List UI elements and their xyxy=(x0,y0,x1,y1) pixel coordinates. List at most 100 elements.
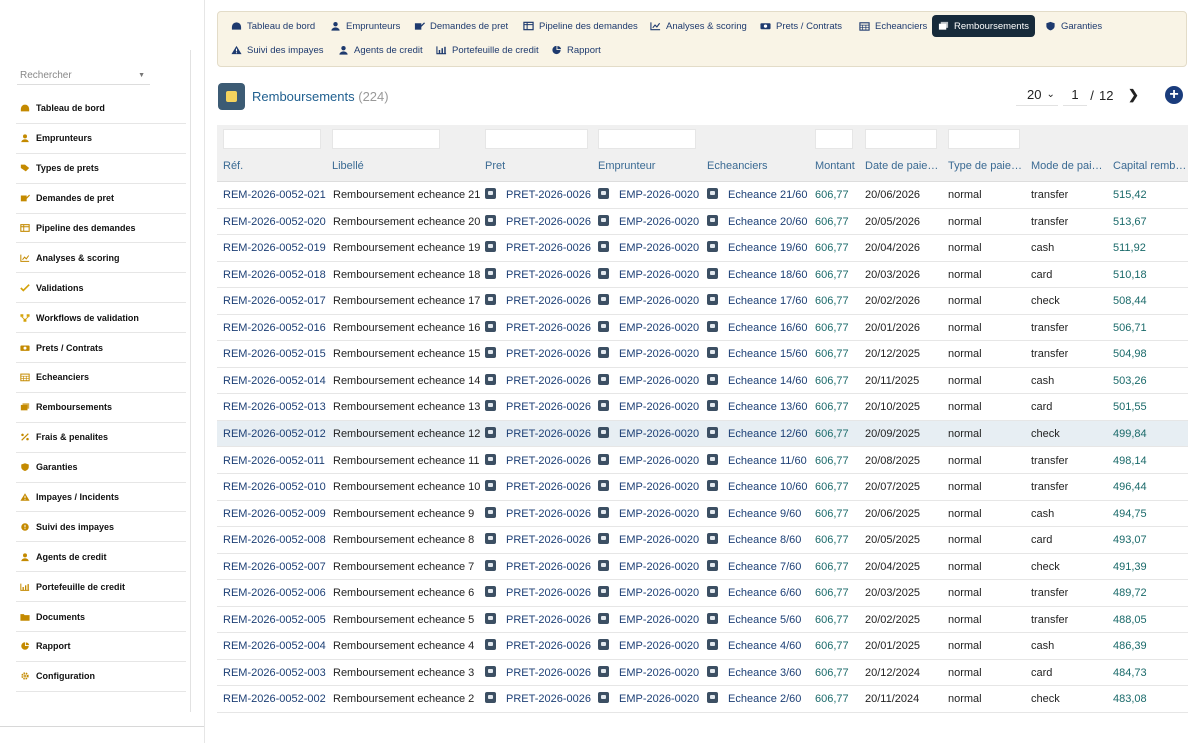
sidebar-item-prets-contrats[interactable]: Prets / Contrats xyxy=(16,333,186,364)
record-link-icon[interactable] xyxy=(707,480,718,492)
record-link-icon[interactable] xyxy=(707,373,718,385)
cell-pret[interactable]: PRET-2026-0026 xyxy=(485,527,591,553)
cell-ref[interactable]: REM-2026-0052-019 xyxy=(223,235,326,261)
cell-echeance[interactable]: Echeance 6/60 xyxy=(707,580,801,606)
cell-pret-text[interactable]: PRET-2026-0026 xyxy=(506,693,591,706)
cell-emprunteur[interactable]: EMP-2026-0020 xyxy=(598,580,699,606)
record-link-icon[interactable] xyxy=(485,320,496,332)
cell-pret-text[interactable]: PRET-2026-0026 xyxy=(506,242,591,255)
record-link-icon[interactable] xyxy=(707,533,718,545)
cell-echeance[interactable]: Echeance 21/60 xyxy=(707,182,808,208)
cell-emprunteur[interactable]: EMP-2026-0020 xyxy=(598,660,699,686)
filter-input-date[interactable] xyxy=(865,129,937,149)
cell-emprunteur-text[interactable]: EMP-2026-0020 xyxy=(619,268,700,281)
cell-ref-text[interactable]: REM-2026-0052-010 xyxy=(223,481,326,494)
filter-input-pret[interactable] xyxy=(485,129,588,149)
record-link-icon[interactable] xyxy=(598,559,609,571)
record-link-icon[interactable] xyxy=(485,480,496,492)
search-select[interactable]: Rechercher ▼ xyxy=(17,66,150,85)
cell-echeance-text[interactable]: Echeance 13/60 xyxy=(728,401,808,414)
record-link-icon[interactable] xyxy=(485,665,496,677)
cell-ref-text[interactable]: REM-2026-0052-015 xyxy=(223,348,326,361)
record-link-icon[interactable] xyxy=(485,241,496,253)
cell-echeance-text[interactable]: Echeance 18/60 xyxy=(728,268,808,281)
table-row[interactable]: REM-2026-0052-003 Remboursement echeance … xyxy=(217,660,1188,687)
cell-echeance-text[interactable]: Echeance 14/60 xyxy=(728,374,808,387)
record-link-icon[interactable] xyxy=(598,692,609,704)
record-link-icon[interactable] xyxy=(598,294,609,306)
cell-echeance-text[interactable]: Echeance 5/60 xyxy=(728,613,802,626)
cell-ref[interactable]: REM-2026-0052-010 xyxy=(223,474,326,500)
cell-ref[interactable]: REM-2026-0052-017 xyxy=(223,288,326,314)
record-link-icon[interactable] xyxy=(485,506,496,518)
cell-ref-text[interactable]: REM-2026-0052-014 xyxy=(223,374,326,387)
table-row[interactable]: REM-2026-0052-018 Remboursement echeance … xyxy=(217,262,1188,289)
table-row[interactable]: REM-2026-0052-002 Remboursement echeance … xyxy=(217,686,1188,713)
cell-pret-text[interactable]: PRET-2026-0026 xyxy=(506,560,591,573)
cell-pret-text[interactable]: PRET-2026-0026 xyxy=(506,348,591,361)
cell-echeance[interactable]: Echeance 4/60 xyxy=(707,633,801,659)
sidebar-item-rapport[interactable]: Rapport xyxy=(16,632,186,662)
cell-emprunteur-text[interactable]: EMP-2026-0020 xyxy=(619,507,700,520)
cell-echeance-text[interactable]: Echeance 15/60 xyxy=(728,348,808,361)
cell-pret[interactable]: PRET-2026-0026 xyxy=(485,394,591,420)
sidebar-item-emprunteurs[interactable]: Emprunteurs xyxy=(16,124,186,154)
sidebar-item-documents[interactable]: Documents xyxy=(16,602,186,633)
record-link-icon[interactable] xyxy=(485,400,496,412)
record-link-icon[interactable] xyxy=(707,453,718,465)
cell-ref-text[interactable]: REM-2026-0052-002 xyxy=(223,693,326,706)
sidebar-item-workflows-de-validation[interactable]: Workflows de validation xyxy=(16,303,186,334)
cell-ref-text[interactable]: REM-2026-0052-016 xyxy=(223,321,326,334)
table-row[interactable]: REM-2026-0052-010 Remboursement echeance … xyxy=(217,474,1188,501)
cell-echeance-text[interactable]: Echeance 20/60 xyxy=(728,215,808,228)
record-link-icon[interactable] xyxy=(707,347,718,359)
cell-pret[interactable]: PRET-2026-0026 xyxy=(485,341,591,367)
cell-echeance-text[interactable]: Echeance 16/60 xyxy=(728,321,808,334)
cell-emprunteur[interactable]: EMP-2026-0020 xyxy=(598,235,699,261)
cell-emprunteur-text[interactable]: EMP-2026-0020 xyxy=(619,693,700,706)
cell-ref-text[interactable]: REM-2026-0052-009 xyxy=(223,507,326,520)
tab-suivi-des-impayes[interactable]: Suivi des impayes xyxy=(225,39,330,61)
cell-ref[interactable]: REM-2026-0052-016 xyxy=(223,315,326,341)
column-header-mode-paiement[interactable]: Mode de pai… xyxy=(1031,160,1103,172)
record-link-icon[interactable] xyxy=(485,559,496,571)
cell-echeance[interactable]: Echeance 9/60 xyxy=(707,501,801,527)
cell-pret-text[interactable]: PRET-2026-0026 xyxy=(506,427,591,440)
cell-ref-text[interactable]: REM-2026-0052-020 xyxy=(223,215,326,228)
cell-pret-text[interactable]: PRET-2026-0026 xyxy=(506,401,591,414)
tab-echeanciers[interactable]: Echeanciers xyxy=(853,15,933,37)
cell-ref-text[interactable]: REM-2026-0052-013 xyxy=(223,401,326,414)
cell-emprunteur[interactable]: EMP-2026-0020 xyxy=(598,633,699,659)
cell-ref-text[interactable]: REM-2026-0052-007 xyxy=(223,560,326,573)
record-link-icon[interactable] xyxy=(485,188,496,199)
cell-emprunteur[interactable]: EMP-2026-0020 xyxy=(598,368,699,394)
sidebar-item-pipeline-des-demandes[interactable]: Pipeline des demandes xyxy=(16,214,186,244)
record-link-icon[interactable] xyxy=(598,214,609,226)
sidebar-item-demandes-de-pret[interactable]: Demandes de pret xyxy=(16,184,186,214)
cell-emprunteur-text[interactable]: EMP-2026-0020 xyxy=(619,215,700,228)
record-link-icon[interactable] xyxy=(485,426,496,438)
cell-echeance-text[interactable]: Echeance 10/60 xyxy=(728,481,808,494)
record-link-icon[interactable] xyxy=(598,506,609,518)
column-header-type-paiement[interactable]: Type de paie… xyxy=(948,160,1022,172)
table-row[interactable]: REM-2026-0052-017 Remboursement echeance … xyxy=(217,288,1188,315)
cell-ref[interactable]: REM-2026-0052-021 xyxy=(223,182,326,208)
record-link-icon[interactable] xyxy=(485,586,496,598)
cell-echeance[interactable]: Echeance 12/60 xyxy=(707,421,808,447)
cell-emprunteur-text[interactable]: EMP-2026-0020 xyxy=(619,587,700,600)
cell-pret[interactable]: PRET-2026-0026 xyxy=(485,209,591,235)
record-link-icon[interactable] xyxy=(707,506,718,518)
cell-echeance-text[interactable]: Echeance 3/60 xyxy=(728,666,802,679)
record-link-icon[interactable] xyxy=(598,400,609,412)
cell-echeance-text[interactable]: Echeance 2/60 xyxy=(728,693,802,706)
table-row[interactable]: REM-2026-0052-008 Remboursement echeance … xyxy=(217,527,1188,554)
record-link-icon[interactable] xyxy=(707,612,718,624)
cell-pret-text[interactable]: PRET-2026-0026 xyxy=(506,640,591,653)
cell-pret-text[interactable]: PRET-2026-0026 xyxy=(506,507,591,520)
record-link-icon[interactable] xyxy=(598,373,609,385)
record-link-icon[interactable] xyxy=(707,639,718,651)
cell-emprunteur-text[interactable]: EMP-2026-0020 xyxy=(619,401,700,414)
record-link-icon[interactable] xyxy=(485,612,496,624)
filter-input-ref[interactable] xyxy=(223,129,321,149)
cell-ref[interactable]: REM-2026-0052-009 xyxy=(223,501,326,527)
